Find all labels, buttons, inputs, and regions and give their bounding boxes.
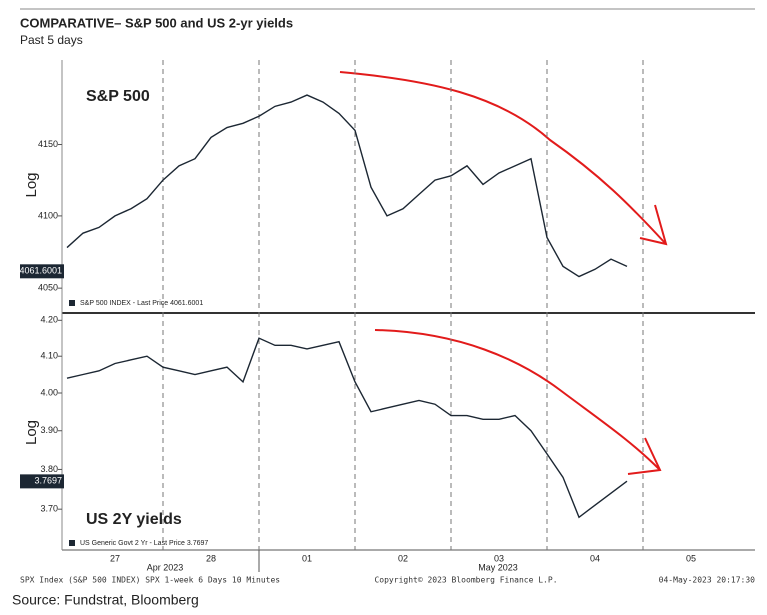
y-axis-label: Log (23, 420, 40, 445)
y-tick-label: 3.90 (40, 425, 58, 435)
y-tick-label: 4.00 (40, 387, 58, 397)
trend-arrows (339, 71, 668, 475)
source: Source: Fundstrat, Bloomberg (12, 592, 199, 608)
x-tick-label: 27 (110, 553, 120, 563)
x-tick-label: 04 (590, 553, 600, 563)
x-tick-label: 01 (302, 553, 312, 563)
panel-annotation: S&P 500 (86, 88, 150, 105)
price-line (66, 337, 628, 519)
footer-left: SPX Index (S&P 500 INDEX) SPX 1-week 6 D… (20, 576, 280, 585)
x-tick-label: 28 (206, 553, 216, 563)
y-tick-label: 4.10 (40, 351, 58, 361)
y-tick-label: 3.70 (40, 504, 58, 514)
footer-center: Copyright© 2023 Bloomberg Finance L.P. (374, 576, 557, 585)
y-tick-label: 4150 (38, 139, 58, 149)
arrow-head (627, 437, 662, 475)
chart-subtitle: Past 5 days (20, 33, 83, 47)
y-tick-label: 4050 (38, 283, 58, 293)
arrow-head (639, 204, 668, 246)
x-tick-label: 03 (494, 553, 504, 563)
last-price-label: 4061.6001 (19, 266, 62, 276)
month-label: May 2023 (478, 562, 518, 572)
y-tick-label: 4100 (38, 210, 58, 220)
x-tick-label: 05 (686, 553, 696, 563)
trend-arrow (374, 329, 661, 471)
x-tick-label: 02 (398, 553, 408, 563)
trend-arrow (339, 71, 666, 244)
legend-label: US Generic Govt 2 Yr - Last Price 3.7697 (80, 540, 208, 547)
y-tick-label: 4.20 (40, 315, 58, 325)
last-price-label: 3.7697 (34, 476, 62, 486)
month-label: Apr 2023 (147, 562, 184, 572)
legend-swatch (69, 300, 75, 306)
legend-label: S&P 500 INDEX - Last Price 4061.6001 (80, 300, 203, 307)
last-price-box (20, 474, 64, 489)
y-tick-label: 3.80 (40, 464, 58, 474)
last-price-box (20, 264, 64, 279)
footer-right: 04-May-2023 20:17:30 (659, 576, 756, 585)
panel-annotation: US 2Y yields (86, 511, 182, 528)
chart-title: COMPARATIVE– S&P 500 and US 2-yr yields (20, 15, 293, 30)
y-axis-label: Log (23, 172, 40, 197)
price-line (66, 94, 628, 278)
legend-swatch (69, 540, 75, 546)
